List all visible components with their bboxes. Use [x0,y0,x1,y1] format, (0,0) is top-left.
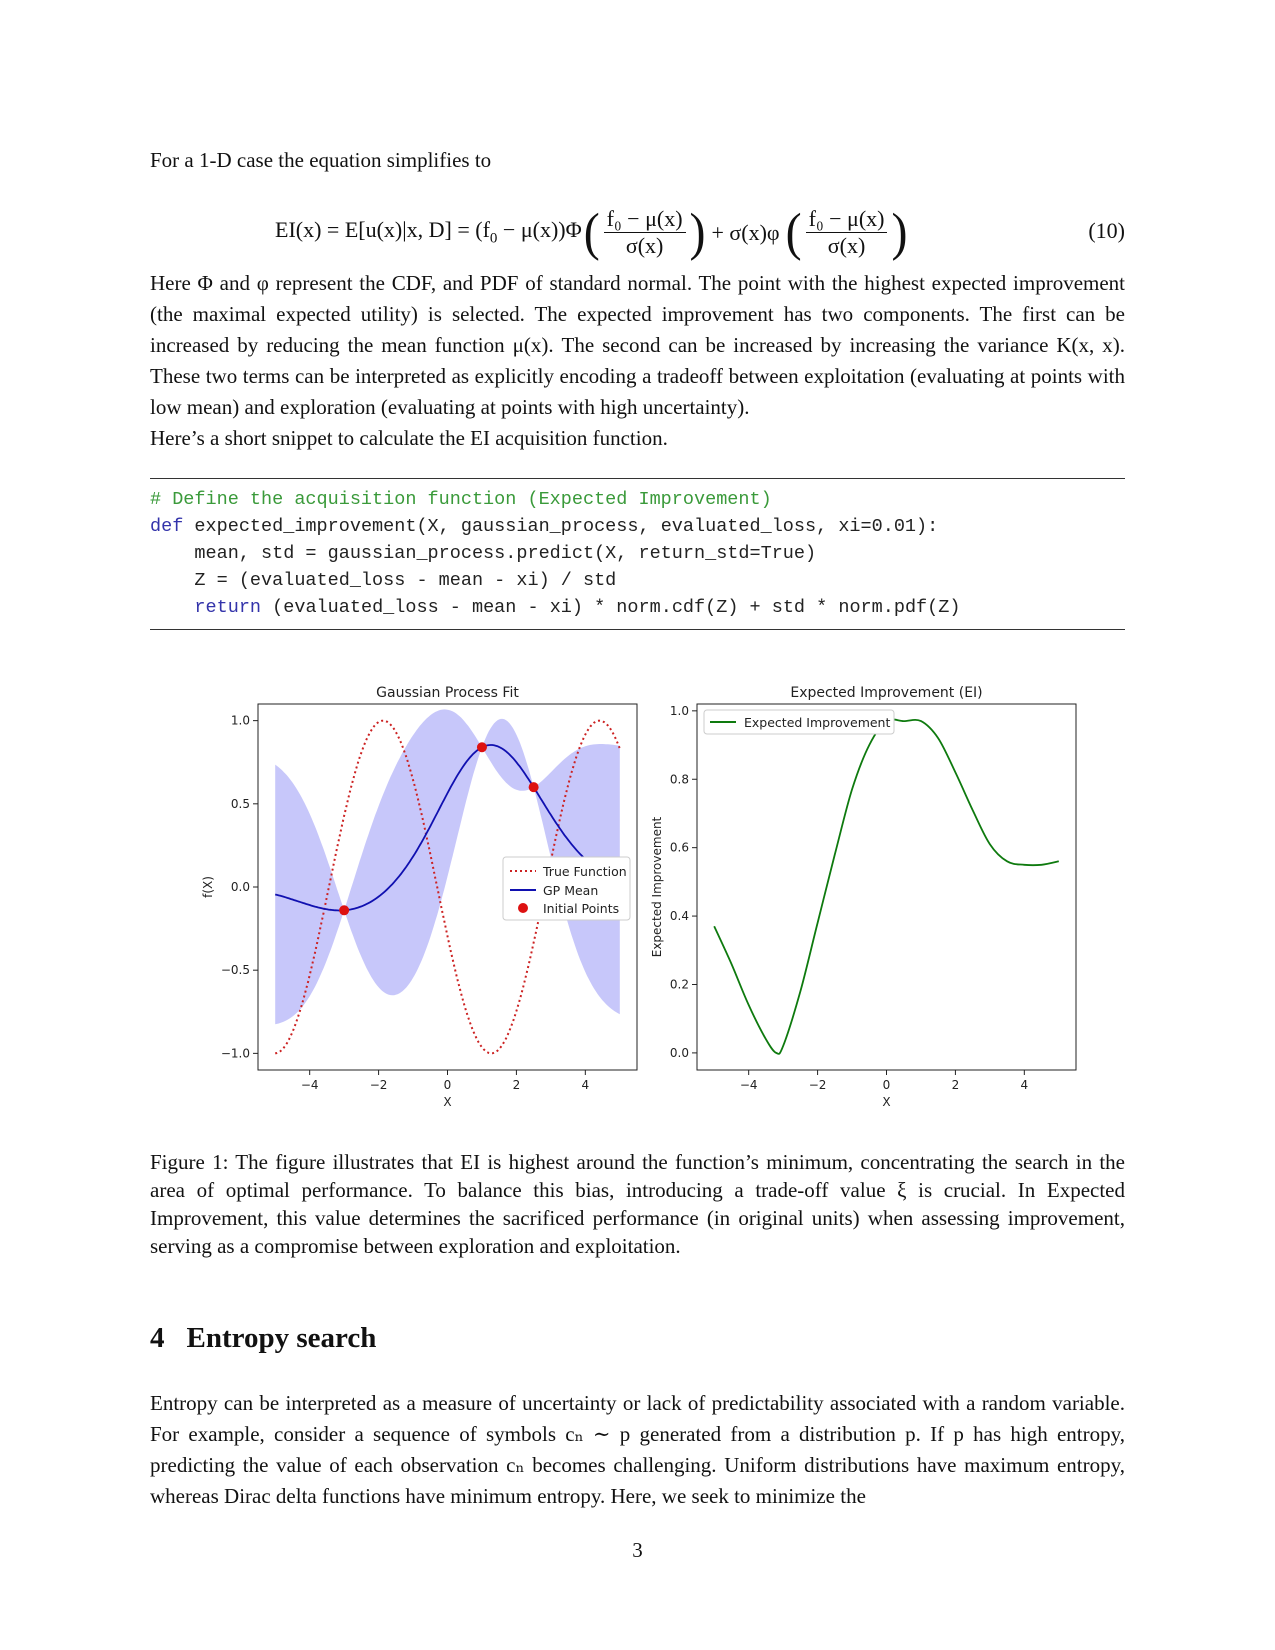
gp-xtick-label: 4 [581,1078,589,1092]
ei-xtick-label: 2 [952,1078,960,1092]
ei-xtick-label: −4 [740,1078,758,1092]
gp-xtick-label: −4 [301,1078,319,1092]
gp-legend-points-label: Initial Points [543,901,619,916]
gp-legend-points-swatch [518,903,528,913]
ei-legend: Expected Improvement [703,709,895,735]
code-line-z: Z = (evaluated_loss - mean - xi) / std [150,570,617,591]
paragraph-ei-explanation: Here Φ and φ represent the CDF, and PDF … [150,271,1125,419]
code-bottom-rule [150,629,1125,630]
gp-ytick-label: −1.0 [221,1046,250,1060]
figure-caption: Figure 1: The figure illustrates that EI… [150,1150,1125,1258]
equation-fraction-2: f₀ − μ(x) σ(x) [805,206,888,259]
equation-number: (10) [1088,218,1125,243]
ei-ytick-label: 0.0 [670,1046,689,1060]
paragraph-entropy: Entropy can be interpreted as a measure … [150,1391,1125,1508]
gp-mean-line [274,744,621,912]
equation-10: EI(x) = E[u(x)|x, D] = (f0 − μ(x))Φ ( f₀… [275,202,1125,262]
code-line-def: def expected_improvement(X, gaussian_pro… [150,516,939,537]
gp-xtick-label: 2 [513,1078,521,1092]
ei-ytick-label: 0.2 [670,977,689,991]
gp-title: Gaussian Process Fit [376,685,519,701]
gp-ylabel: f(X) [201,876,215,898]
gp-xtick-label: 0 [444,1078,452,1092]
initial-point [476,742,487,753]
gp-legend-box [502,856,631,921]
ei-ylabel: Expected Improvement [650,816,664,957]
ei-xtick-label: 4 [1020,1078,1028,1092]
page-number: 3 [632,1538,643,1562]
code-comment: # Define the acquisition function (Expec… [150,489,772,510]
gp-confidence-band [275,709,620,1025]
ei-xtick-label: 0 [883,1078,891,1092]
ei-legend-label: Expected Improvement [744,715,890,730]
equation-lhs: EI(x) = E[u(x)|x, D] = (f0 − μ(x))Φ [275,217,582,247]
gp-fit-chart: −4 −2 0 2 4 −1.0 −0.5 0.0 0.5 1.0 Gaussian Process… [201,685,638,1109]
code-line-return: return (evaluated_loss - mean - xi) * no… [194,597,961,618]
ei-ytick-label: 0.4 [670,909,689,923]
ei-legend-box [703,709,895,735]
ei-ytick-label: 0.6 [670,841,689,855]
gp-legend-mean-label: GP Mean [543,883,598,898]
ei-title: Expected Improvement (EI) [790,685,982,701]
gp-ytick-label: 1.0 [231,714,250,728]
section-heading: 4 Entropy search [150,1322,377,1354]
gp-legend-true-label: True Function [542,864,627,879]
intro-text: For a 1-D case the equation simplifies t… [150,148,492,172]
code-listing: # Define the acquisition function (Expec… [150,486,1125,621]
gp-ytick-label: 0.0 [231,880,250,894]
ei-chart: −4 −2 0 2 4 0.0 0.2 0.4 0.6 0.8 1.0 Expected Improv… [650,685,1077,1109]
gp-xlabel: X [443,1095,451,1109]
ei-ytick-label: 1.0 [670,704,689,718]
ei-ytick-label: 0.8 [670,772,689,786]
initial-point [528,782,539,793]
true-function-line [274,719,621,1055]
gp-ytick-label: 0.5 [231,797,250,811]
gp-xtick-label: −2 [370,1078,388,1092]
ei-xtick-label: −2 [809,1078,827,1092]
initial-point [339,905,350,916]
ei-xlabel: X [882,1095,890,1109]
gp-ytick-label: −0.5 [221,963,250,977]
code-line-predict: mean, std = gaussian_process.predict(X, … [150,543,817,564]
equation-mid: + σ(x)φ [711,219,780,245]
gp-axes-frame [257,703,638,1071]
gp-legend: True Function GP Mean Initial Points [502,856,631,921]
code-top-rule [150,478,1125,479]
ei-line [713,718,1059,1055]
ei-axes-frame [696,703,1077,1071]
paragraph-snippet-intro: Here’s a short snippet to calculate the … [150,426,668,450]
equation-fraction-1: f₀ − μ(x) σ(x) [603,206,686,259]
